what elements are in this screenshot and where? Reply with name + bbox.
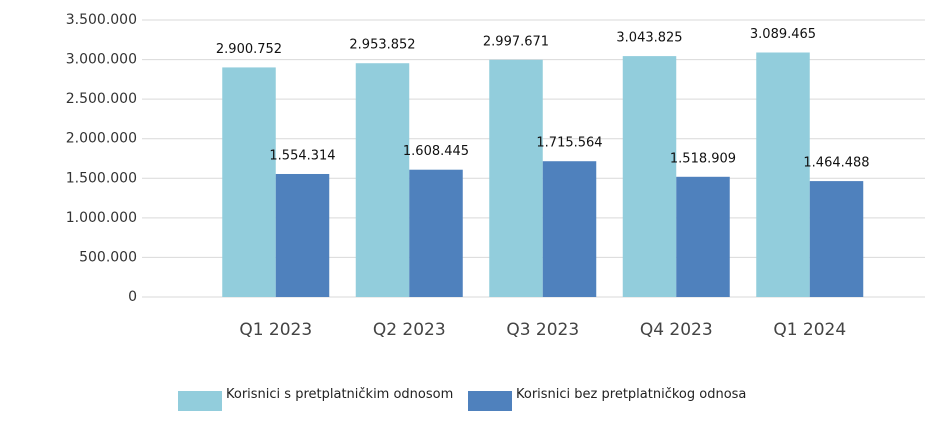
legend-item: Korisnici s pretplatničkim odnosom [178,384,466,411]
y-tick-label: 2.500.000 [66,91,137,107]
x-tick-label: Q2 2023 [373,320,446,340]
x-tick-label: Q4 2023 [640,320,713,340]
value-label: 2.900.752 [216,42,282,57]
y-tick-label: 0 [128,289,137,305]
x-tick-label: Q1 2024 [773,320,846,340]
bar [542,161,597,297]
bar [622,56,677,297]
y-tick-label: 3.500.000 [66,12,137,28]
value-label: 3.089.465 [750,27,816,42]
value-label: 1.608.445 [403,144,469,159]
y-tick-label: 1.500.000 [66,170,137,186]
value-label: 1.464.488 [803,156,869,171]
legend-swatch [468,391,512,411]
bar [756,52,810,298]
value-label: 1.518.909 [670,151,736,166]
bar [676,176,730,297]
value-label: 2.997.671 [483,34,549,49]
value-label: 1.715.564 [536,136,602,151]
bar [275,173,330,297]
y-tick-label: 2.000.000 [66,131,137,147]
bar [809,181,864,297]
y-tick-label: 1.000.000 [66,210,137,226]
bar [409,169,463,297]
legend-item: Korisnici bez pretplatničkog odnosa [468,384,756,411]
value-label: 3.043.825 [616,31,682,46]
legend-label: Korisnici s pretplatničkim odnosom [226,387,454,402]
bar [489,59,543,297]
legend-swatch [178,391,222,411]
x-tick-label: Q1 2023 [239,320,312,340]
y-tick-label: 500.000 [79,249,137,265]
legend-label: Korisnici bez pretplatničkog odnosa [516,387,747,402]
bar [355,63,410,298]
y-tick-label: 3.000.000 [66,52,137,68]
value-label: 2.953.852 [349,38,415,53]
value-label: 1.554.314 [269,148,335,163]
bar [222,67,276,297]
x-tick-label: Q3 2023 [506,320,579,340]
chart: 0 500.000 1.000.000 1.500.000 2.000.000 2.500… [66,12,925,340]
